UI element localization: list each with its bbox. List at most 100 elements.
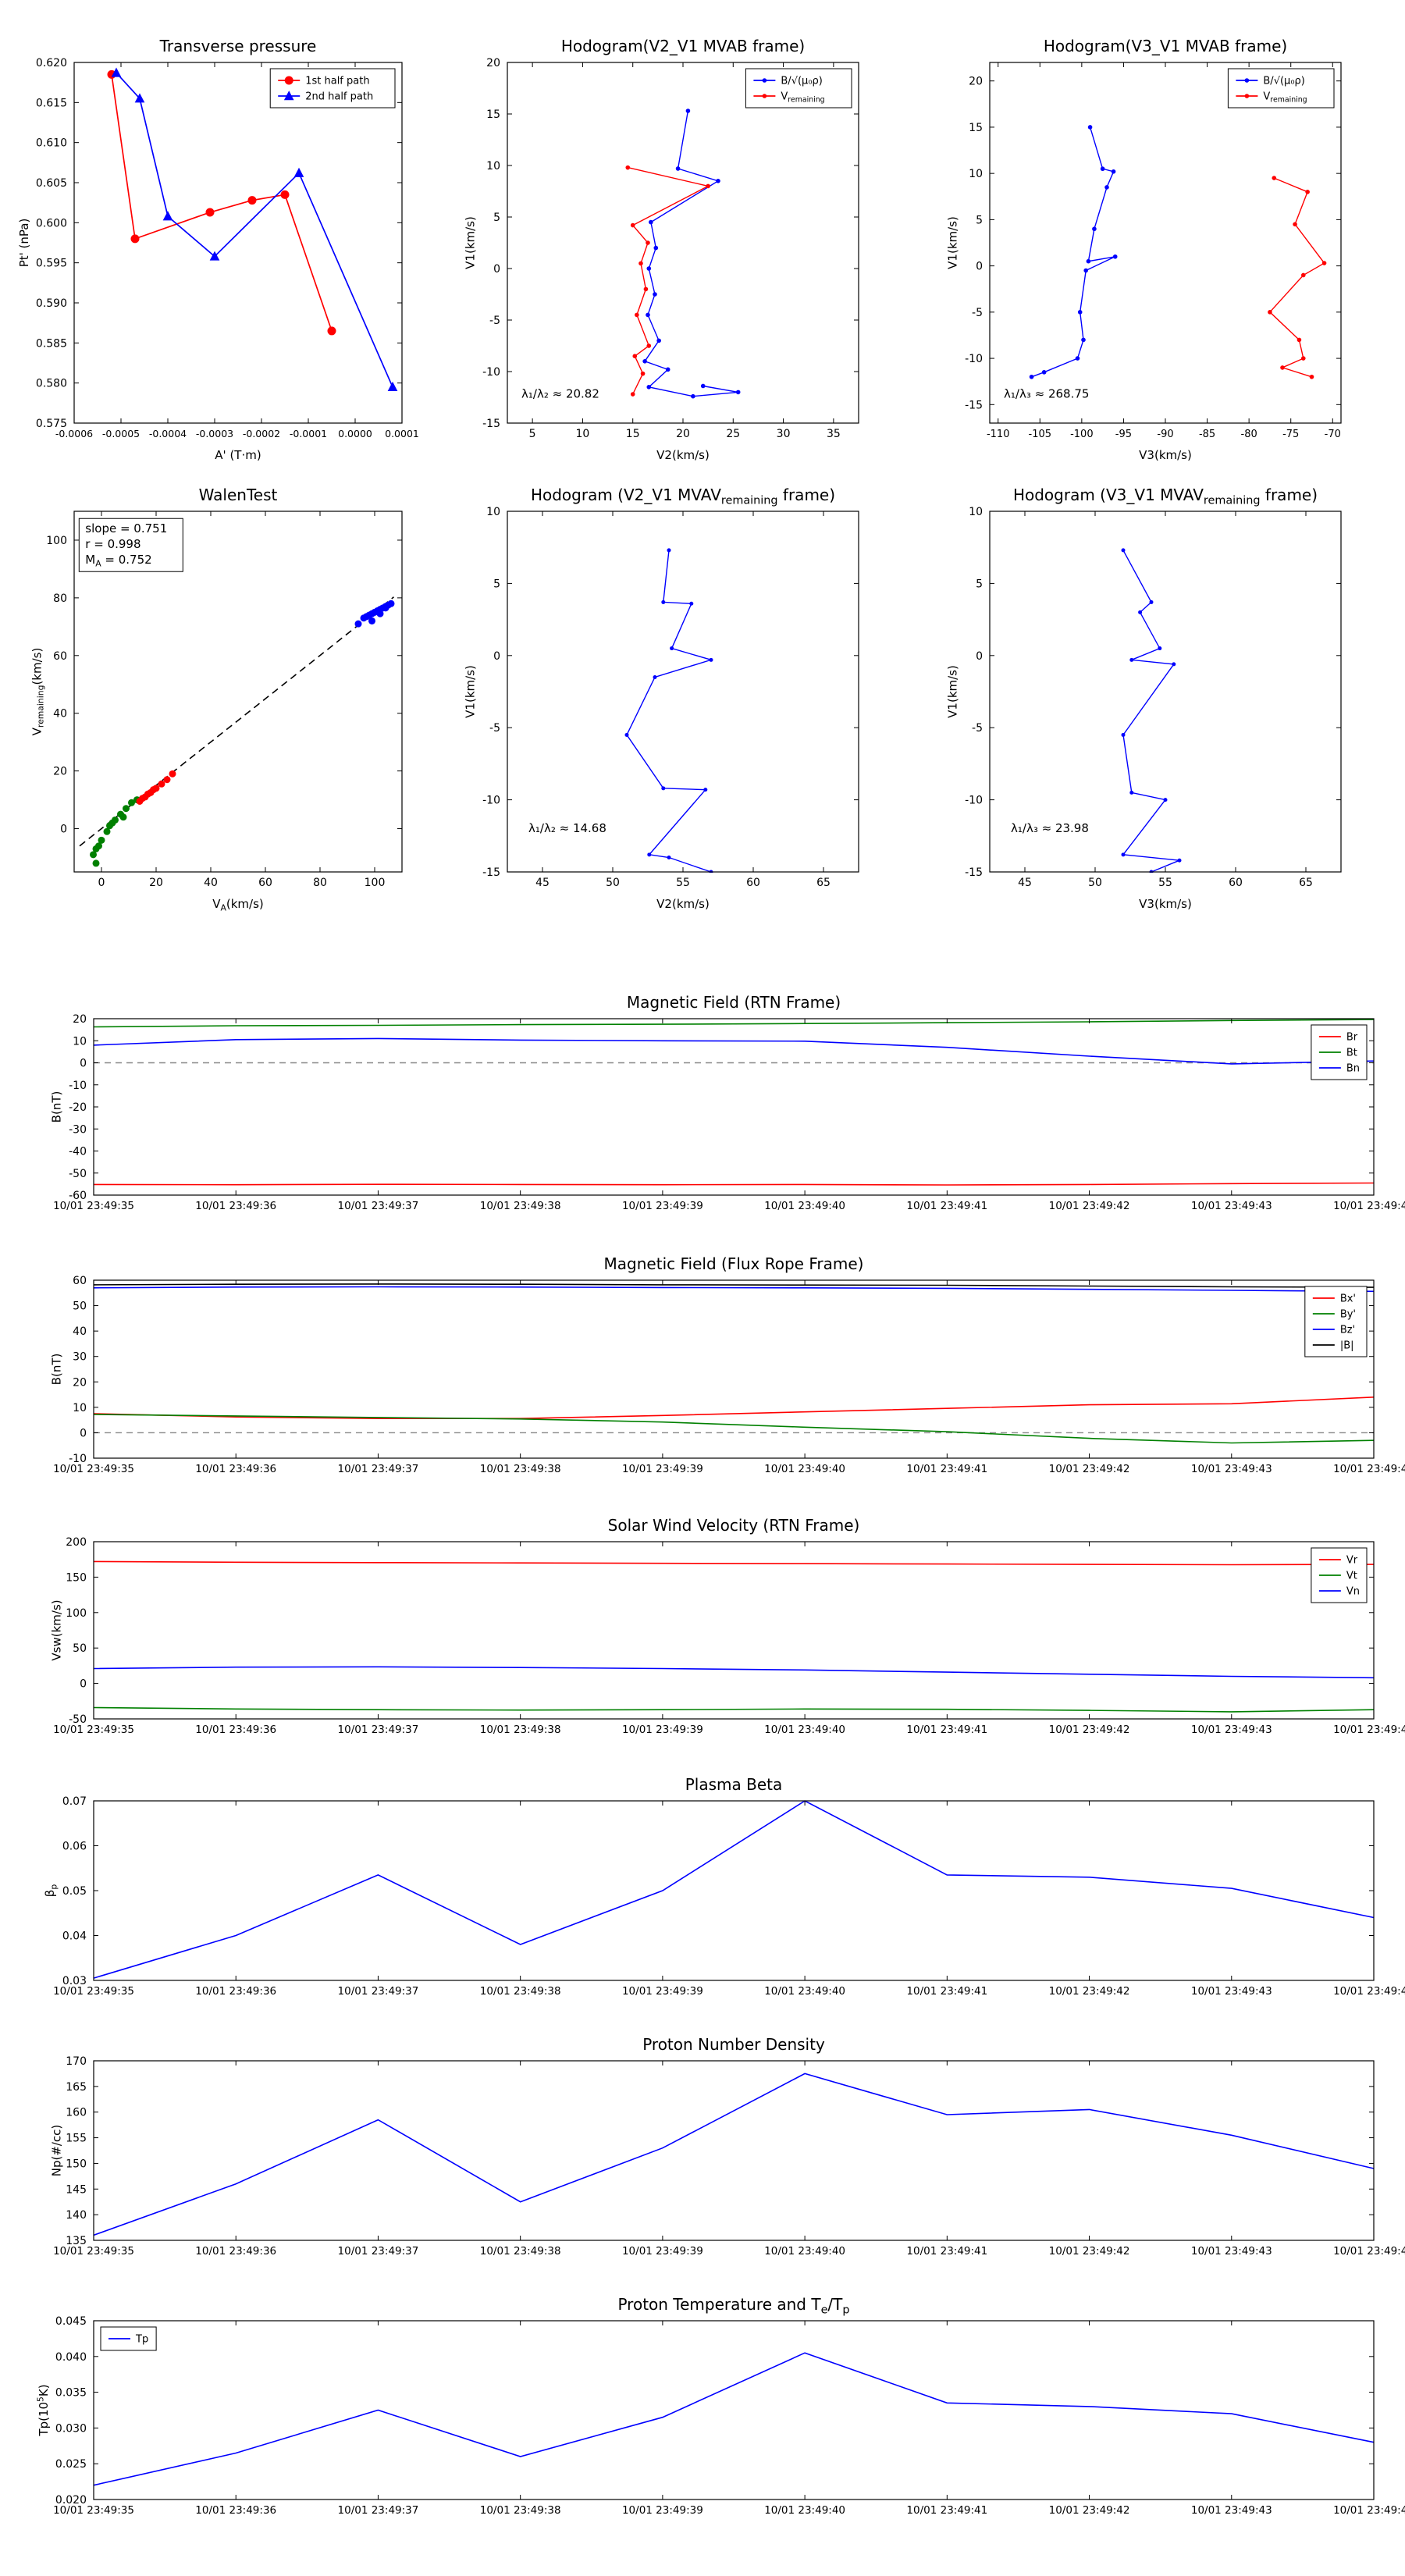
y-tick-label: 0.06 bbox=[62, 1841, 87, 1853]
y-tick-label: 5 bbox=[976, 214, 983, 226]
x-tick-label: 10/01 23:49:43 bbox=[1191, 1985, 1272, 1998]
plot-walen-test: 0 20 40 60 80 100 0 20 40 60 80 100 WalenTest VA(km/s… bbox=[30, 486, 403, 913]
x-tick-label: 10/01 23:49:41 bbox=[906, 1985, 987, 1998]
x-tick-label: 10/01 23:49:44 bbox=[1333, 2504, 1405, 2517]
x-tick-label: 10/01 23:49:38 bbox=[480, 1200, 561, 1212]
x-tick-label: 10/01 23:49:35 bbox=[53, 1724, 134, 1736]
x-tick-label: 10/01 23:49:39 bbox=[622, 1985, 703, 1998]
x-tick-label: 10/01 23:49:38 bbox=[480, 1985, 561, 1998]
y-tick-label: 200 bbox=[66, 1536, 87, 1549]
x-tick-label: 10/01 23:49:39 bbox=[622, 2504, 703, 2517]
y-tick-label: -10 bbox=[69, 1080, 87, 1092]
y-tick-label: 0 bbox=[80, 1058, 87, 1070]
x-tick-label: 10 bbox=[576, 428, 590, 440]
y-tick-label: 0.035 bbox=[55, 2387, 87, 2400]
x-tick-label: 10/01 23:49:36 bbox=[195, 1463, 276, 1475]
x-tick-label: 10/01 23:49:38 bbox=[480, 2504, 561, 2517]
x-tick-label: 10/01 23:49:37 bbox=[338, 1985, 419, 1998]
axes-frame bbox=[93, 1800, 1375, 1981]
y-axis-label: βp bbox=[43, 1884, 59, 1898]
axes-frame bbox=[989, 511, 1342, 873]
chart-title: Magnetic Field (Flux Rope Frame) bbox=[604, 1254, 864, 1273]
series-cluster-blue bbox=[354, 600, 395, 628]
axes-frame bbox=[93, 2060, 1375, 2241]
series-v-remaining bbox=[1268, 176, 1327, 379]
y-tick-label: 5 bbox=[976, 578, 983, 590]
y-tick-label: 0 bbox=[80, 1678, 87, 1691]
y-tick-label: 0.03 bbox=[62, 1975, 87, 1987]
series-v-remaining bbox=[625, 165, 710, 397]
x-tick-label: 10/01 23:49:42 bbox=[1049, 1463, 1130, 1475]
x-tick-label: 10/01 23:49:35 bbox=[53, 2245, 134, 2258]
x-tick-label: 20 bbox=[676, 428, 690, 440]
y-tick-label: 15 bbox=[969, 122, 983, 134]
x-tick-label: 15 bbox=[626, 428, 640, 440]
plot-magnetic-field-flux-rope: 10/01 23:49:35 10/01 23:49:36 10/01 23:49:… bbox=[49, 1254, 1405, 1475]
x-tick-label: 10/01 23:49:35 bbox=[53, 1200, 134, 1212]
y-tick-label: 0.615 bbox=[36, 97, 67, 109]
x-tick-label: -110 bbox=[987, 429, 1010, 440]
legend: Br Bt Bn bbox=[1311, 1024, 1368, 1080]
y-tick-label: 145 bbox=[66, 2183, 87, 2196]
chart-title: Solar Wind Velocity (RTN Frame) bbox=[608, 1516, 860, 1535]
chart-mag-flux-rope: 10/01 23:49:35 10/01 23:49:36 10/01 23:49:… bbox=[49, 1254, 1405, 1475]
x-tick-label: 65 bbox=[816, 877, 831, 889]
y-tick-label: 80 bbox=[53, 592, 67, 605]
x-axis-label: V3(km/s) bbox=[1139, 897, 1192, 911]
axes-frame bbox=[73, 62, 403, 424]
y-tick-label: 0.040 bbox=[55, 2351, 87, 2364]
y-tick-label: 20 bbox=[73, 1376, 87, 1389]
x-tick-label: 80 bbox=[313, 877, 327, 889]
series-b-magnitude bbox=[93, 1283, 1375, 1288]
y-tick-label: 10 bbox=[73, 1402, 87, 1414]
chart-hodogram-v2v1-mvab: 5 10 15 20 25 30 35 -15 -10 -5 0 5 10 15 20 Hodogram(V2… bbox=[463, 37, 859, 462]
y-tick-label: 0.595 bbox=[36, 258, 67, 270]
axes-frame bbox=[93, 1279, 1375, 1459]
x-tick-label: 10/01 23:49:44 bbox=[1333, 1724, 1405, 1736]
chart-title: Hodogram(V2_V1 MVAB frame) bbox=[561, 37, 805, 55]
y-axis-label: V1(km/s) bbox=[945, 665, 959, 718]
chart-walen-test: 0 20 40 60 80 100 0 20 40 60 80 100 WalenTest VA(km/s… bbox=[30, 486, 403, 913]
x-tick-label: 0.0000 bbox=[338, 428, 372, 439]
x-tick-label: 10/01 23:49:38 bbox=[480, 1463, 561, 1475]
x-tick-label: 10/01 23:49:39 bbox=[622, 1724, 703, 1736]
y-tick-label: 100 bbox=[46, 535, 67, 547]
chart-title: Proton Temperature and Te/Tp bbox=[617, 2295, 849, 2316]
y-axis-label: Pt' (nPa) bbox=[17, 219, 31, 268]
x-tick-label: 50 bbox=[606, 877, 620, 889]
x-tick-label: 10/01 23:49:37 bbox=[338, 1200, 419, 1212]
legend-label: Vt bbox=[1346, 1571, 1357, 1582]
y-tick-label: 10 bbox=[969, 506, 983, 518]
y-axis-label: B(nT) bbox=[49, 1091, 63, 1123]
plot-hodogram-v3v1-mvab: -110 -105 -100 -95 -90 -85 -80 -75 -70 -15 -10 -5 0 5… bbox=[945, 37, 1342, 462]
y-tick-label: -5 bbox=[972, 307, 983, 319]
y-tick-label: 0.020 bbox=[55, 2494, 87, 2507]
x-tick-label: -105 bbox=[1029, 429, 1052, 440]
y-tick-label: 10 bbox=[969, 168, 983, 180]
y-tick-label: 0.575 bbox=[36, 418, 67, 430]
legend-label: Vremaining bbox=[781, 91, 824, 105]
x-tick-label: 10/01 23:49:43 bbox=[1191, 1463, 1272, 1475]
y-tick-label: -15 bbox=[965, 399, 983, 411]
x-tick-label: 10/01 23:49:43 bbox=[1191, 2245, 1272, 2258]
legend: Vr Vt Vn bbox=[1311, 1547, 1368, 1603]
x-tick-label: 10/01 23:49:43 bbox=[1191, 1200, 1272, 1212]
x-tick-label: -85 bbox=[1199, 429, 1215, 440]
annotation: λ₁/λ₂ ≈ 20.82 bbox=[521, 387, 599, 401]
y-tick-label: 20 bbox=[486, 57, 500, 69]
plot-proton-temperature: 10/01 23:49:35 10/01 23:49:36 10/01 23:49:… bbox=[35, 2295, 1405, 2517]
x-tick-label: 10/01 23:49:36 bbox=[195, 1985, 276, 1998]
y-tick-label: 140 bbox=[66, 2209, 87, 2222]
legend: B/√(μ₀ρ) Vremaining bbox=[745, 68, 852, 109]
x-tick-label: 10/01 23:49:36 bbox=[195, 2504, 276, 2517]
series-first-half-path bbox=[107, 69, 336, 336]
y-tick-label: 0.585 bbox=[36, 337, 67, 350]
y-tick-label: -60 bbox=[69, 1190, 87, 1202]
stats-box: slope = 0.751 r = 0.998 MA = 0.752 bbox=[78, 518, 183, 572]
x-tick-label: 10/01 23:49:38 bbox=[480, 2245, 561, 2258]
legend-label: Vr bbox=[1346, 1555, 1358, 1567]
x-axis-label: V2(km/s) bbox=[656, 897, 710, 911]
y-axis-label: Vsw(km/s) bbox=[49, 1599, 63, 1660]
x-tick-label: 10/01 23:49:44 bbox=[1333, 1463, 1405, 1475]
x-tick-label: -95 bbox=[1115, 429, 1132, 440]
